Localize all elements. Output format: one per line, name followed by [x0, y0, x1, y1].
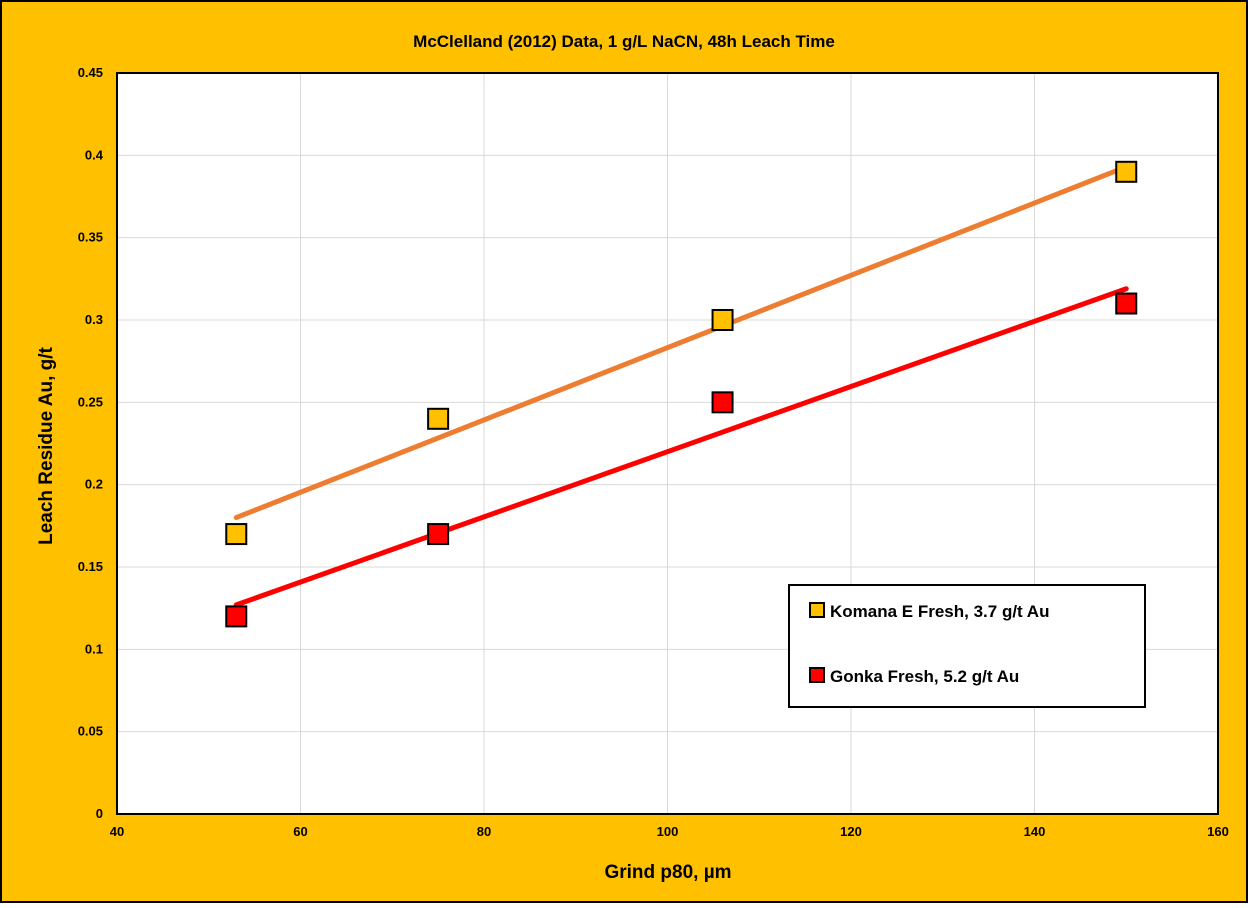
- x-tick-label: 80: [477, 824, 491, 839]
- y-tick-label: 0.4: [85, 147, 104, 162]
- data-markers: [225, 160, 1138, 628]
- y-tick-label: 0.15: [78, 559, 103, 574]
- x-axis-label: Grind p80, µm: [604, 862, 731, 883]
- x-tick-label: 160: [1207, 824, 1229, 839]
- legend-marker-gonka: [809, 667, 825, 683]
- data-point-series-1: [427, 523, 450, 546]
- trendlines: [233, 164, 1129, 608]
- y-tick-label: 0.35: [78, 230, 103, 245]
- plot-border: [116, 72, 1219, 815]
- y-tick-labels: 0 0.05 0.1 0.15 0.2 0.25 0.3 0.35 0.4 0.45: [78, 65, 104, 821]
- x-tick-label: 140: [1024, 824, 1046, 839]
- y-tick-label: 0.25: [78, 394, 103, 409]
- x-tick-label: 100: [657, 824, 679, 839]
- x-tick-labels: 40 60 80 100 120 140 160: [110, 824, 1229, 839]
- legend-label-gonka: Gonka Fresh, 5.2 g/t Au: [830, 667, 1019, 686]
- y-tick-label: 0: [96, 806, 103, 821]
- y-tick-label: 0.1: [85, 641, 103, 656]
- trendline-series-0: [233, 164, 1129, 521]
- data-point-series-1: [711, 391, 734, 414]
- legend: Komana E Fresh, 3.7 g/t Au Gonka Fresh, …: [788, 584, 1146, 708]
- data-point-series-0: [1115, 160, 1138, 183]
- y-tick-label: 0.2: [85, 477, 103, 492]
- x-tick-label: 60: [293, 824, 307, 839]
- legend-label-komana: Komana E Fresh, 3.7 g/t Au: [830, 602, 1049, 621]
- y-tick-label: 0.05: [78, 724, 103, 739]
- data-point-series-1: [225, 605, 248, 628]
- legend-marker-komana: [809, 602, 825, 618]
- chart-title: McClelland (2012) Data, 1 g/L NaCN, 48h …: [413, 32, 835, 51]
- data-point-series-0: [711, 309, 734, 331]
- trendline-series-1: [233, 286, 1129, 608]
- data-point-series-0: [225, 523, 248, 546]
- legend-box: [788, 584, 1146, 708]
- y-axis-label: Leach Residue Au, g/t: [36, 346, 57, 544]
- x-tick-label: 120: [840, 824, 862, 839]
- data-point-series-1: [1115, 292, 1138, 315]
- y-tick-label: 0.45: [78, 65, 103, 80]
- data-point-series-0: [427, 407, 450, 430]
- x-tick-label: 40: [110, 824, 124, 839]
- y-tick-label: 0.3: [85, 312, 103, 327]
